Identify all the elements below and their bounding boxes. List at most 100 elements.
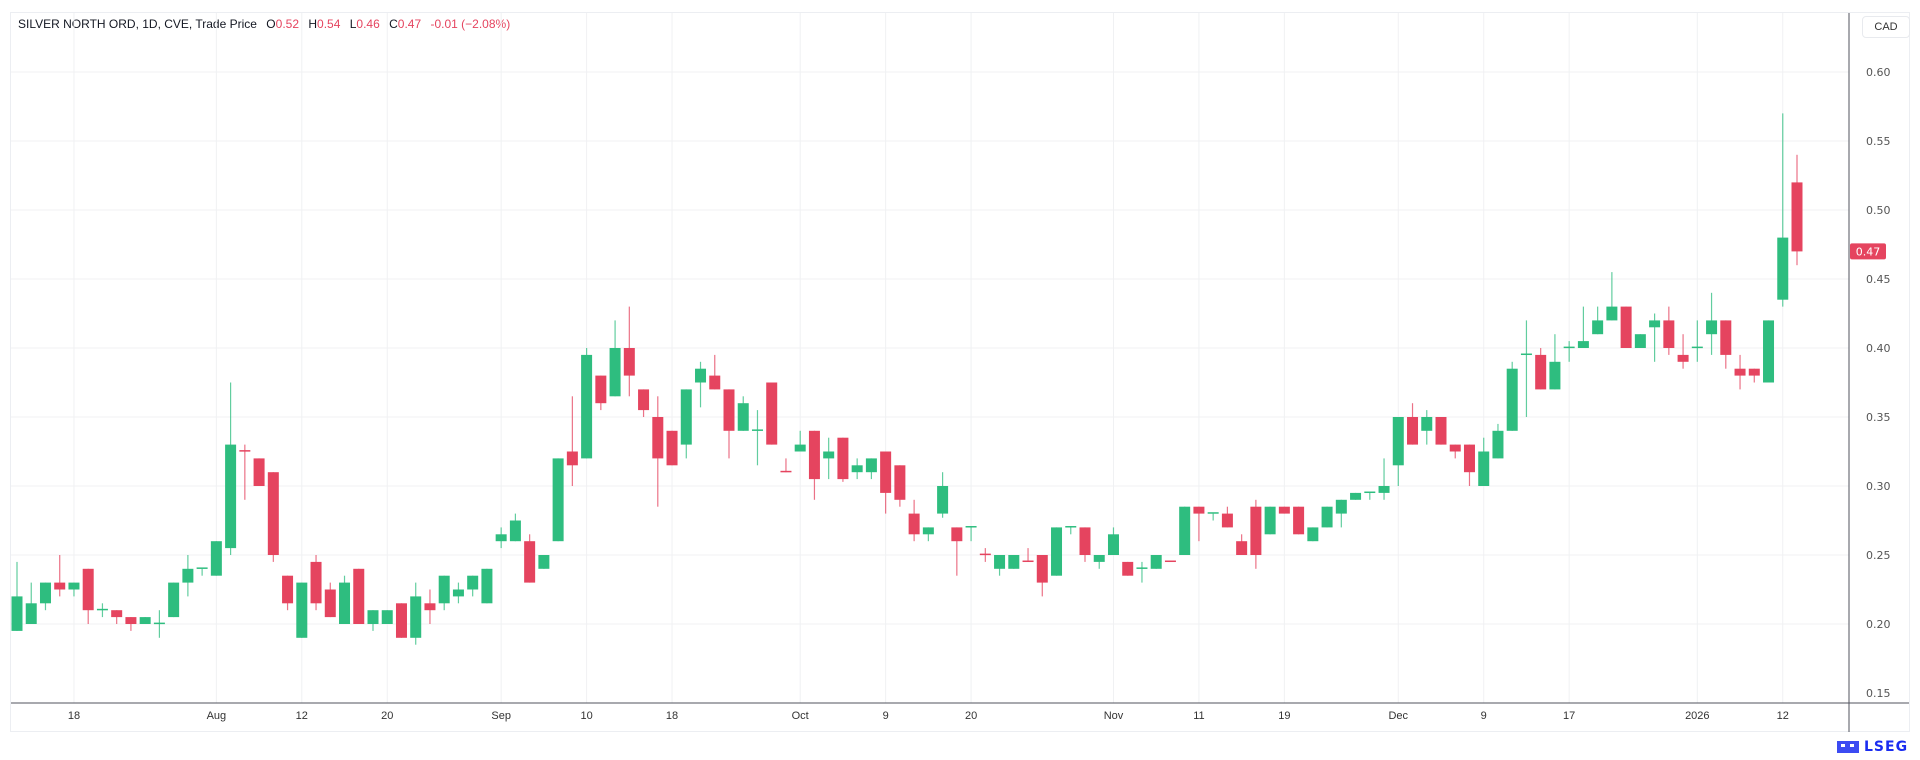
candle bbox=[1122, 561, 1134, 576]
candle bbox=[1421, 410, 1433, 445]
candle bbox=[680, 389, 692, 459]
candle-body bbox=[994, 555, 1006, 569]
x-tick-label: 10 bbox=[580, 710, 592, 722]
candle bbox=[965, 526, 977, 542]
candle-body bbox=[1706, 320, 1718, 335]
candle-body bbox=[552, 458, 564, 542]
candle-body bbox=[139, 617, 151, 624]
candle bbox=[979, 548, 991, 562]
candle bbox=[1364, 491, 1376, 500]
candle bbox=[1492, 423, 1504, 459]
candle-body bbox=[1136, 567, 1148, 569]
high-value: 0.54 bbox=[317, 17, 341, 31]
candle bbox=[1706, 292, 1718, 355]
candle bbox=[1107, 527, 1119, 555]
candle bbox=[922, 527, 934, 542]
candle bbox=[1335, 499, 1347, 528]
candle-body bbox=[524, 541, 536, 583]
candle-body bbox=[424, 603, 436, 611]
candle-body bbox=[1407, 417, 1419, 445]
candle-body bbox=[495, 534, 507, 542]
open-value: 0.52 bbox=[275, 17, 299, 31]
open-label: O bbox=[266, 17, 276, 31]
candle-body bbox=[410, 596, 422, 638]
candle bbox=[68, 582, 80, 597]
candle-body bbox=[965, 526, 977, 528]
candle bbox=[951, 527, 963, 576]
candle-body bbox=[225, 444, 237, 549]
candle bbox=[595, 375, 607, 411]
candle-body bbox=[196, 567, 208, 569]
candle bbox=[239, 444, 251, 500]
candle-body bbox=[1777, 237, 1789, 300]
candle bbox=[1164, 560, 1176, 563]
candle-body bbox=[723, 389, 735, 431]
candle bbox=[1449, 444, 1461, 459]
candle-body bbox=[751, 429, 763, 431]
x-tick-label: 17 bbox=[1563, 710, 1575, 722]
candle bbox=[82, 568, 94, 624]
candle bbox=[1221, 506, 1233, 528]
y-tick-label: 0.25 bbox=[1866, 549, 1891, 562]
candle-body bbox=[1577, 341, 1589, 348]
candle bbox=[1435, 417, 1447, 445]
candle-body bbox=[1691, 346, 1703, 349]
candle bbox=[1463, 444, 1475, 486]
candle bbox=[210, 541, 222, 576]
candle-body bbox=[1250, 506, 1262, 555]
candle-body bbox=[1150, 555, 1162, 569]
candle bbox=[1136, 561, 1148, 583]
candle bbox=[1051, 527, 1063, 576]
candle bbox=[1734, 354, 1746, 390]
candle bbox=[182, 555, 194, 597]
candle-body bbox=[467, 575, 479, 590]
candle bbox=[96, 603, 108, 618]
candle-body bbox=[823, 451, 835, 459]
lseg-emblem-icon bbox=[1837, 741, 1859, 753]
candle-body bbox=[353, 568, 365, 624]
candle bbox=[1378, 458, 1390, 500]
candle-body bbox=[481, 568, 493, 604]
x-tick-label: Oct bbox=[792, 710, 809, 722]
candle bbox=[1293, 506, 1305, 535]
candle bbox=[153, 610, 165, 638]
candle-body bbox=[851, 465, 863, 473]
change-value: -0.01 (−2.08%) bbox=[430, 17, 511, 31]
candle-body bbox=[367, 610, 379, 624]
candle-body bbox=[1734, 368, 1746, 376]
candle-body bbox=[1592, 320, 1604, 335]
candle bbox=[581, 348, 593, 459]
candle-body bbox=[737, 403, 749, 431]
candle-body bbox=[566, 451, 578, 466]
x-tick-label: 20 bbox=[381, 710, 393, 722]
candle bbox=[367, 610, 379, 631]
candle-body bbox=[54, 582, 66, 590]
candle bbox=[1079, 527, 1091, 562]
candle-body bbox=[780, 470, 792, 473]
candle-body bbox=[1492, 430, 1504, 459]
candle bbox=[737, 396, 749, 431]
candle bbox=[225, 382, 237, 555]
candle-body bbox=[381, 610, 393, 624]
candle bbox=[139, 617, 151, 624]
candle bbox=[395, 603, 407, 638]
candle bbox=[11, 561, 23, 631]
candle-body bbox=[1364, 491, 1376, 494]
candle bbox=[552, 458, 564, 542]
candle bbox=[1036, 555, 1048, 597]
candle bbox=[652, 396, 664, 507]
close-value: 0.47 bbox=[397, 17, 422, 31]
candle-body bbox=[395, 603, 407, 638]
candle bbox=[168, 582, 180, 618]
candle-body bbox=[595, 375, 607, 404]
candle bbox=[1549, 334, 1561, 390]
candle-body bbox=[1307, 527, 1319, 542]
currency-button[interactable]: CAD bbox=[1862, 16, 1910, 38]
candle-body bbox=[1264, 506, 1276, 535]
candle bbox=[1008, 555, 1020, 569]
candle bbox=[1791, 154, 1803, 266]
candle bbox=[865, 458, 877, 480]
candle-body bbox=[1022, 560, 1034, 563]
candle-body bbox=[1193, 506, 1205, 514]
